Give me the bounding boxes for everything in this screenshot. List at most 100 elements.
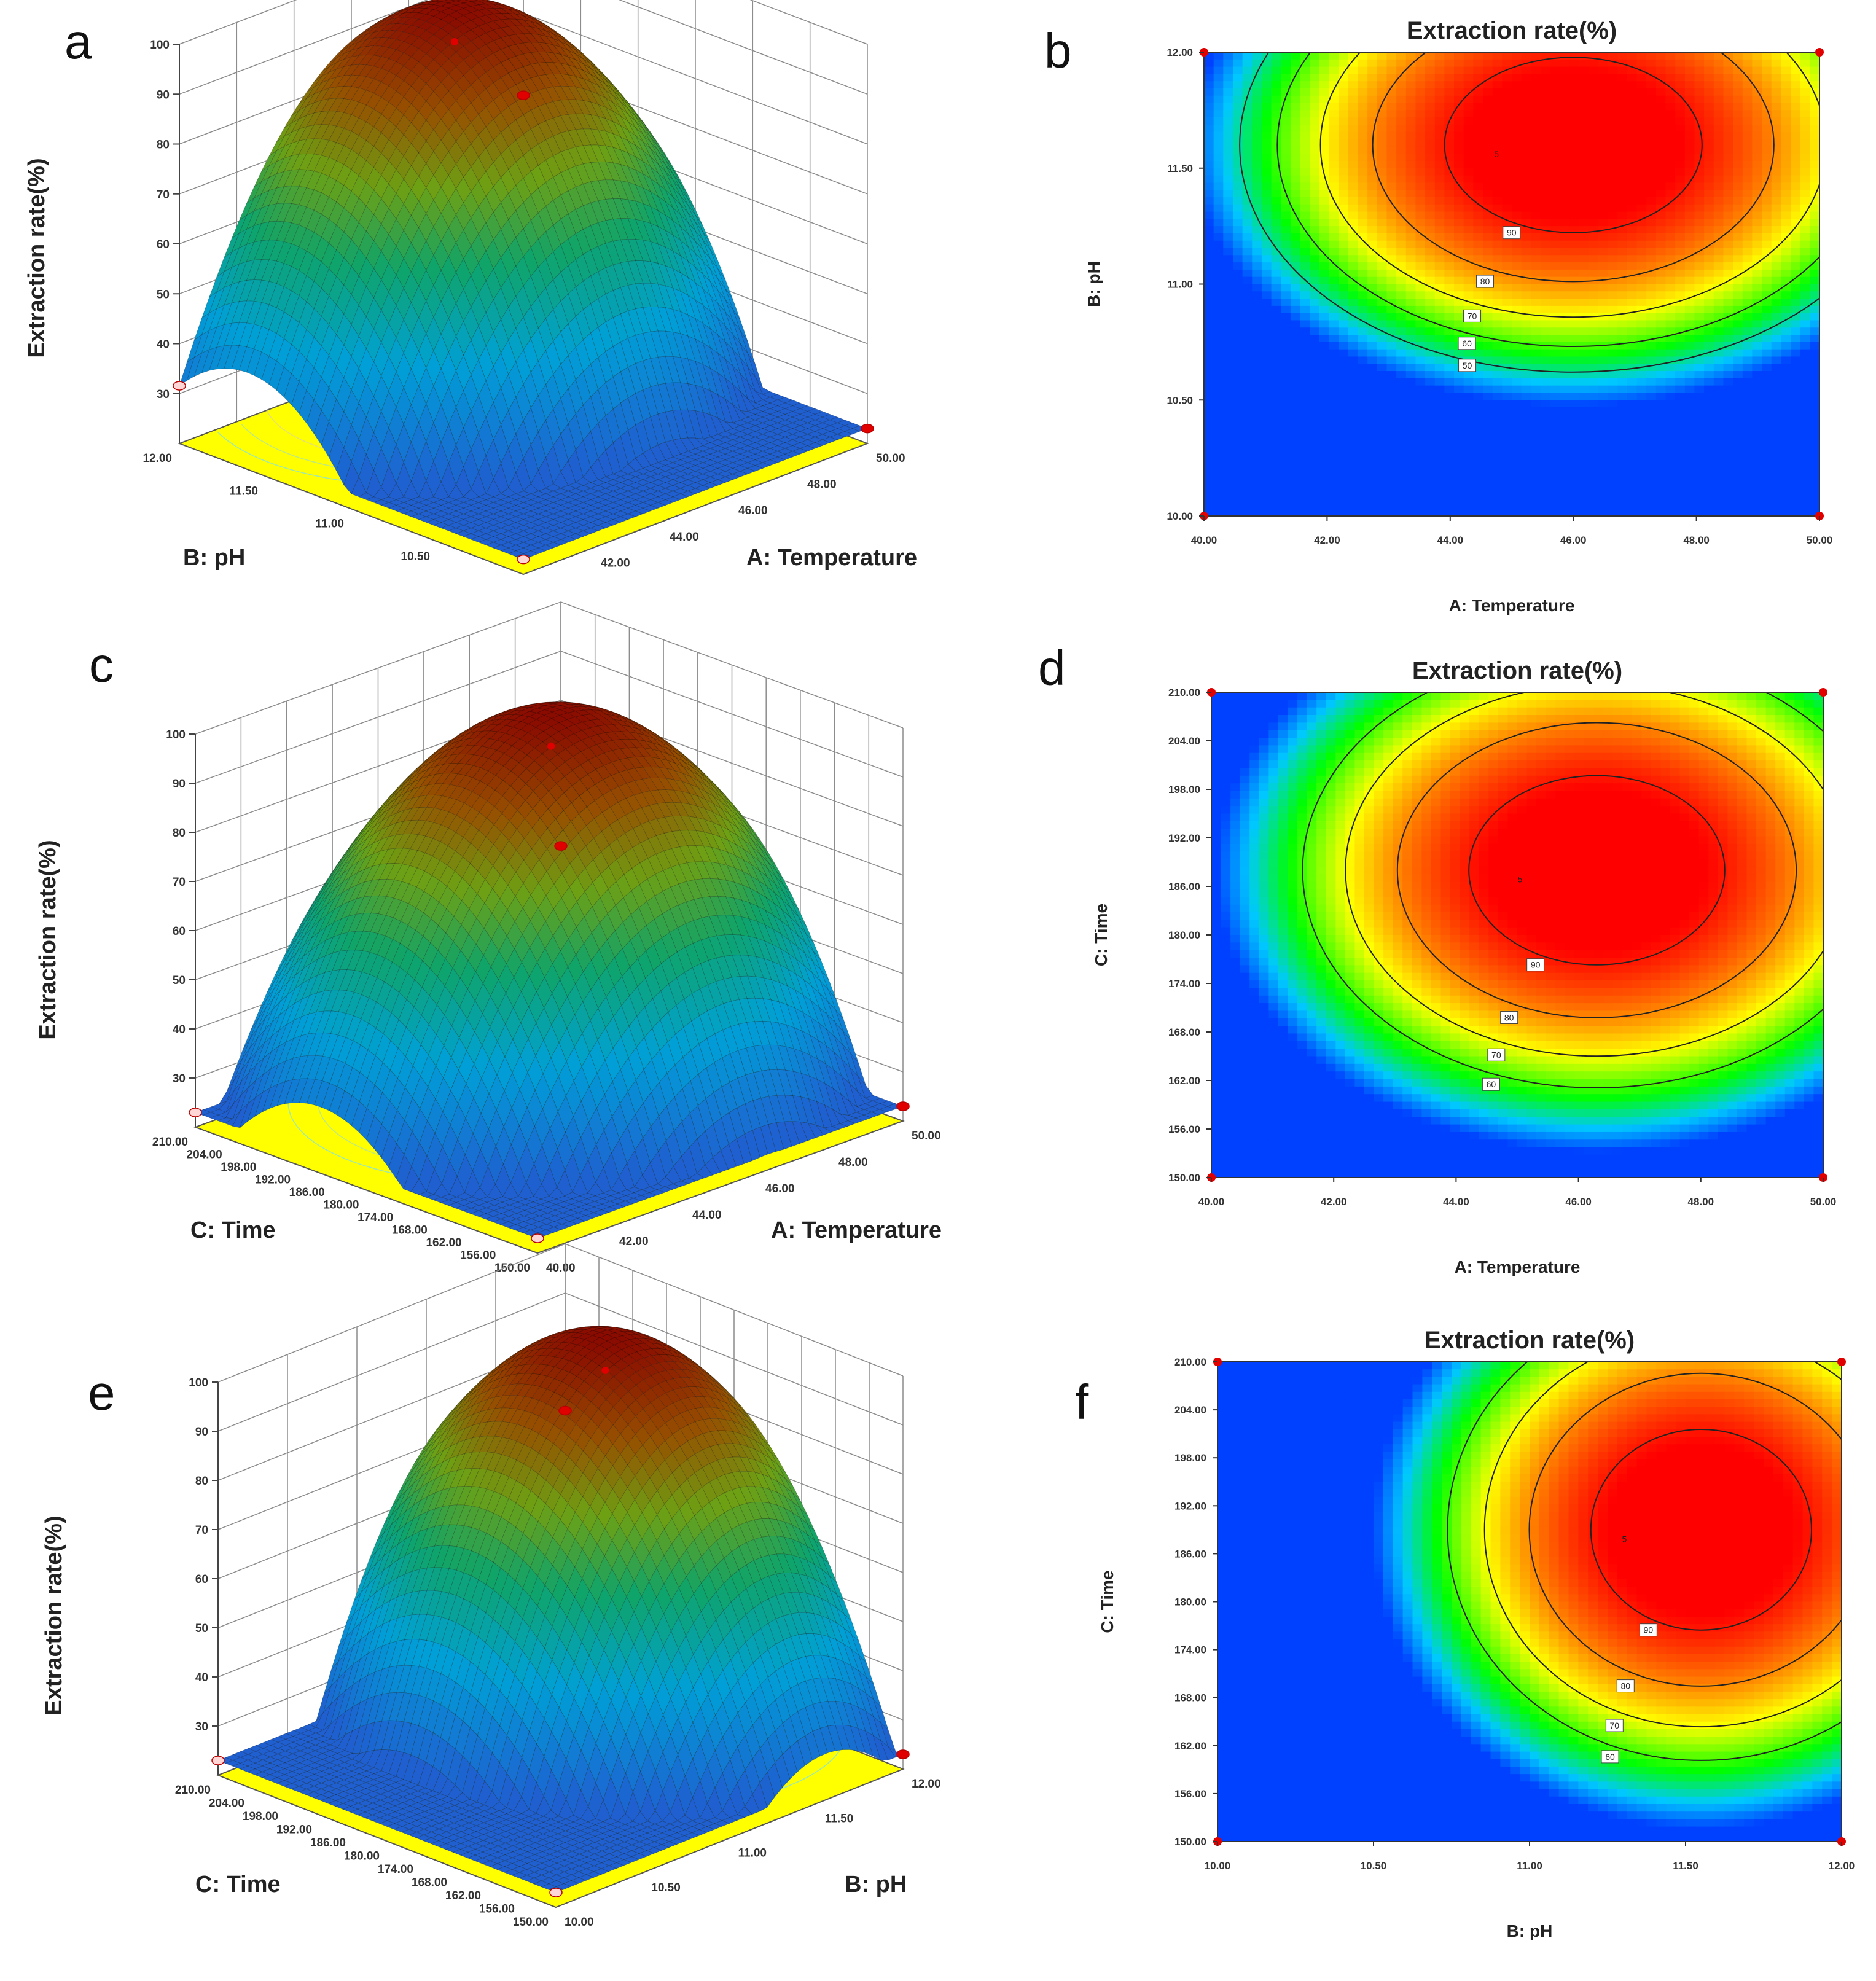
y-tick-label: 192.00 [1168, 832, 1200, 844]
y-tick-label: 204.00 [1174, 1404, 1206, 1416]
contour-line-70 [1483, 1362, 1842, 1728]
z-tick-label: 70 [157, 189, 170, 201]
contour-label-60: 60 [1458, 337, 1476, 350]
response-surface [194, 701, 904, 1239]
y-tick-label: 150.00 [494, 1262, 530, 1275]
contour-line-60 [1447, 1362, 1842, 1761]
contour-label-70: 70 [1487, 1048, 1506, 1061]
center-point-label: 5 [1518, 875, 1523, 885]
y-tick-label: 11.00 [316, 518, 345, 531]
y-tick-label: 168.00 [392, 1224, 428, 1237]
x-tick-label: 50.00 [912, 1130, 941, 1143]
z-tick-label: 30 [157, 388, 170, 401]
y-tick-label: 10.50 [401, 550, 430, 563]
y-tick-label: 210.00 [175, 1784, 211, 1797]
y-tick-label: 168.00 [412, 1877, 447, 1889]
y-tick-label: 150.00 [1168, 1172, 1200, 1184]
z-tick-label: 40 [157, 338, 170, 351]
y-tick-label: 150.00 [1174, 1836, 1206, 1848]
x-tick-label: 42.00 [1314, 534, 1340, 546]
x-tick-label: 42.00 [1321, 1196, 1347, 1208]
y-axis-label: B: pH [1084, 261, 1103, 307]
y-tick-label: 204.00 [1168, 735, 1200, 747]
z-tick-label: 70 [195, 1524, 208, 1537]
z-tick-label: 90 [157, 88, 170, 101]
y-axis-label: C: Time [1092, 904, 1111, 966]
y-tick-label: 198.00 [243, 1810, 278, 1823]
contour-line-80 [1372, 52, 1775, 283]
y-tick-label: 180.00 [1174, 1596, 1206, 1608]
z-tick-label: 40 [173, 1023, 186, 1036]
panel-letter: c [89, 638, 114, 692]
y-tick-label: 174.00 [358, 1211, 393, 1224]
y-tick-label: 186.00 [1174, 1548, 1206, 1560]
z-tick-label: 70 [173, 876, 186, 889]
contour-label-90: 90 [1639, 1623, 1657, 1637]
panel-letter: d [1038, 641, 1066, 695]
x-tick-label: 40.00 [1191, 534, 1217, 546]
z-tick-label: 30 [195, 1721, 208, 1733]
contour-label-80: 80 [1476, 275, 1495, 288]
y-tick-label: 210.00 [1168, 687, 1200, 698]
y-tick-label: 186.00 [1168, 881, 1200, 893]
design-point [1819, 688, 1827, 697]
x-tick-label: 44.00 [1443, 1196, 1469, 1208]
x-tick-label: 12.00 [1829, 1860, 1855, 1872]
y-tick-label: 186.00 [310, 1837, 346, 1850]
x-axis-label: B: pH [1507, 1921, 1553, 1940]
x-axis-label: A: Temperature [1449, 596, 1575, 615]
x-tick-label: 44.00 [1437, 534, 1464, 546]
y-tick-label: 12.00 [1167, 47, 1193, 58]
y-tick-label: 162.00 [1168, 1075, 1200, 1087]
y-tick-label: 11.00 [1167, 279, 1193, 291]
x-tick-label: 50.00 [1807, 534, 1833, 546]
panel-letter: e [88, 1366, 115, 1420]
panel-letter: b [1044, 23, 1072, 78]
z-tick-label: 80 [173, 827, 186, 840]
contour-line-80 [1528, 1372, 1842, 1687]
contour-line-60 [1276, 52, 1819, 347]
x-tick-label: 11.50 [825, 1812, 854, 1825]
contour-value: 80 [1504, 1012, 1514, 1022]
y-tick-label: 192.00 [276, 1824, 312, 1837]
z-tick-label: 90 [195, 1426, 208, 1439]
contour-label-90: 90 [1503, 226, 1521, 240]
y-tick-label: 168.00 [1174, 1692, 1206, 1704]
contour-fill [1204, 52, 1819, 516]
contour-plot-b: 90 80 70 60 50 5 40.00 42.00 44.00 46.00 48.00 50.0… [1044, 17, 1833, 615]
y-tick-label: 180.00 [1168, 929, 1200, 941]
contour-value: 60 [1487, 1079, 1496, 1089]
y-tick-label: 180.00 [344, 1850, 380, 1863]
z-tick-label: 80 [157, 139, 170, 152]
z-tick-label: 30 [173, 1073, 186, 1085]
center-point-label: 5 [1494, 149, 1499, 159]
contour-value: 90 [1507, 228, 1517, 238]
x-tick-label: 11.00 [1517, 1860, 1542, 1872]
contour-line-70 [1345, 692, 1823, 1057]
z-axis-label: Extraction rate(%) [35, 840, 61, 1039]
x-tick-label: 44.00 [692, 1209, 722, 1222]
x-tick-label: 46.00 [738, 504, 768, 517]
x-tick-label: 10.00 [1205, 1860, 1231, 1872]
y-axis-label: C: Time [190, 1217, 276, 1243]
x-axis-label: A: Temperature [746, 545, 917, 571]
z-tick-label: 60 [157, 238, 170, 251]
contour-line-90 [1590, 1428, 1813, 1631]
y-tick-label: 174.00 [1168, 978, 1200, 990]
z-tick-label: 100 [166, 729, 186, 741]
x-tick-label: 44.00 [670, 531, 699, 544]
y-tick-label: 210.00 [1174, 1356, 1206, 1368]
contour-line-90 [1468, 775, 1726, 966]
y-tick-label: 186.00 [289, 1186, 325, 1199]
y-tick-label: 11.50 [1167, 163, 1193, 174]
x-tick-label: 12.00 [912, 1778, 941, 1791]
surface-plot-a: 30 40 50 60 70 80 90 100 42.00 44.00 46.00 48.00 50.… [24, 0, 917, 576]
z-tick-label: 50 [173, 974, 186, 987]
y-tick-label: 162.00 [445, 1889, 481, 1902]
z-tick-label: 40 [195, 1671, 208, 1684]
contour-value: 90 [1531, 960, 1541, 970]
contour-line-50 [1239, 52, 1819, 373]
z-tick-label: 60 [173, 925, 186, 938]
y-tick-label: 210.00 [152, 1136, 188, 1149]
chart-title: Extraction rate(%) [1425, 1327, 1635, 1354]
